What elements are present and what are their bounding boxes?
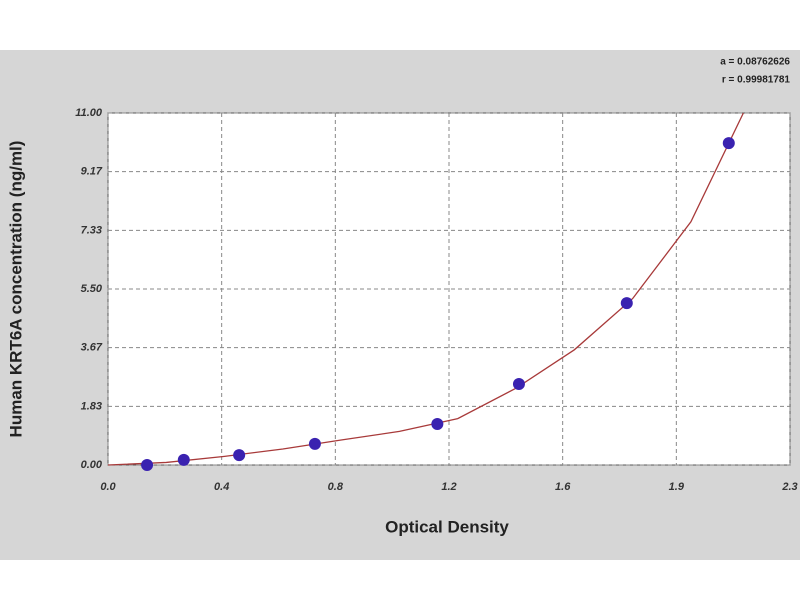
x-tick-label: 1.2 (441, 481, 456, 493)
x-tick-label: 0.4 (214, 481, 229, 493)
y-tick-label: 5.50 (81, 283, 103, 295)
data-point (308, 437, 321, 450)
data-point (233, 449, 246, 462)
data-point (177, 453, 190, 466)
data-point (620, 297, 633, 310)
annotation: r = 0.99981781 (722, 75, 791, 86)
x-tick-label: 1.9 (669, 481, 685, 493)
data-point (722, 137, 735, 150)
data-point (512, 378, 525, 391)
y-axis-label: Human KRT6A concentration (ng/ml) (6, 141, 25, 438)
data-point (141, 459, 154, 471)
y-tick-label: 9.17 (81, 166, 103, 178)
y-tick-label: 1.83 (81, 400, 102, 412)
x-tick-label: 0.8 (328, 481, 344, 493)
y-tick-label: 7.33 (81, 224, 102, 236)
x-axis-label: Optical Density (385, 517, 509, 536)
x-tick-label: 1.6 (555, 481, 571, 493)
y-tick-label: 3.67 (81, 342, 103, 354)
fit-curve (107, 112, 744, 466)
y-tick-label: 11.00 (75, 107, 103, 119)
y-tick-label: 0.00 (81, 459, 103, 471)
x-tick-label: 0.0 (100, 481, 116, 493)
data-point (431, 418, 444, 431)
x-tick-label: 2.3 (781, 481, 797, 493)
annotation: a = 0.08762626 (720, 57, 790, 68)
